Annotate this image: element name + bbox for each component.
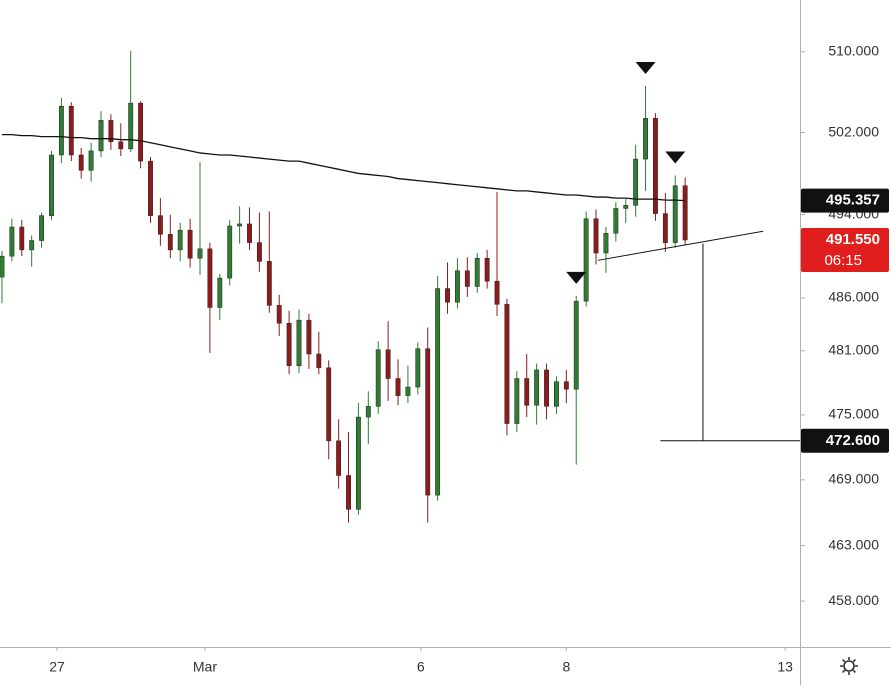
peak-marker (635, 61, 656, 74)
y-tick-label: 469.000 (828, 471, 879, 487)
candle-body (504, 304, 510, 424)
ma-price-text: 495.357 (826, 192, 880, 209)
candle-body (395, 378, 401, 396)
candle-body (653, 118, 658, 214)
candle-body (286, 323, 292, 366)
x-tick-label: 6 (417, 659, 425, 675)
candle-body (29, 240, 35, 251)
candle-body (583, 218, 589, 302)
candle-body (197, 248, 203, 259)
candle-body (415, 348, 421, 388)
candle-body (276, 305, 282, 324)
candle-body (554, 381, 559, 407)
candle-body (573, 300, 579, 390)
x-tick-label: 8 (562, 659, 570, 675)
candle-body (633, 158, 639, 206)
candle-body (613, 208, 619, 234)
x-tick-label: 13 (777, 659, 793, 675)
candle-body (336, 440, 342, 476)
candle-body (593, 218, 599, 254)
y-tick-label: 481.000 (828, 342, 879, 358)
peak-marker (566, 271, 587, 284)
candle-body (326, 367, 332, 442)
candle-body (148, 160, 153, 216)
candle-body (49, 154, 54, 216)
candle-body (534, 369, 540, 406)
candle-body (603, 233, 609, 254)
candle-body (207, 248, 213, 308)
candle-body (78, 154, 84, 171)
candle-body (306, 319, 312, 355)
candle-body (19, 226, 25, 251)
candle-body (454, 270, 460, 303)
candle-body (138, 102, 144, 162)
candle-body (672, 185, 678, 243)
candle-body (227, 225, 233, 279)
x-tick-label: 27 (49, 659, 65, 675)
candle-body (544, 369, 549, 407)
plot-area (0, 50, 800, 523)
y-tick-label: 486.000 (828, 289, 879, 305)
last-price-countdown: 06:15 (824, 252, 862, 269)
candle-body (474, 257, 480, 287)
candle-body (58, 105, 64, 156)
candle-body (643, 118, 648, 160)
trendline (597, 230, 764, 261)
target-price-box (801, 428, 889, 453)
candle-body (108, 120, 114, 142)
candle-body (167, 234, 173, 251)
settings-icon[interactable] (840, 657, 858, 675)
candle-body (217, 277, 223, 308)
ma-price-box (801, 188, 889, 213)
y-tick-label: 475.000 (828, 406, 879, 422)
candle-body (355, 416, 361, 510)
peak-marker (665, 151, 686, 164)
candle-body (247, 223, 252, 243)
candle-body (623, 205, 629, 209)
candle-body (237, 223, 243, 227)
candle-body (157, 215, 163, 235)
candle-body (266, 261, 272, 306)
candle-body (68, 105, 74, 156)
candle-body (494, 280, 500, 305)
candle-body (464, 270, 470, 287)
candle-body (39, 215, 45, 241)
target-price-text: 472.600 (826, 432, 880, 449)
candle-body (682, 185, 688, 241)
candle-body (256, 242, 262, 262)
candle-body (346, 475, 351, 510)
candle-body (316, 353, 322, 369)
candle-body (563, 381, 569, 390)
candle-body (425, 348, 431, 496)
candle-body (296, 319, 302, 366)
candle-body (98, 120, 104, 152)
candle-body (445, 288, 450, 303)
candle-body (365, 406, 371, 418)
candle-body (385, 349, 391, 379)
last-price-text: 491.550 (826, 231, 880, 248)
candle-body (524, 378, 530, 406)
candle-body (118, 141, 124, 150)
x-tick-label: Mar (193, 659, 217, 675)
candle-body (128, 102, 134, 150)
y-tick-label: 463.000 (828, 536, 879, 552)
candle-body (435, 288, 441, 496)
candle-body (0, 255, 5, 278)
candle-body (88, 150, 94, 171)
candle-body (662, 213, 668, 243)
candle-body (177, 229, 183, 251)
candle-body (405, 386, 411, 396)
candle-body (484, 257, 490, 282)
y-tick-label: 502.000 (828, 123, 879, 139)
y-tick-label: 458.000 (828, 592, 879, 608)
candle-body (9, 226, 15, 257)
y-tick-label: 510.000 (828, 43, 879, 59)
moving-average (1, 133, 686, 202)
last-price-box (801, 228, 889, 273)
candle-body (187, 229, 193, 259)
candle-body (514, 378, 520, 424)
candle-body (375, 349, 381, 407)
